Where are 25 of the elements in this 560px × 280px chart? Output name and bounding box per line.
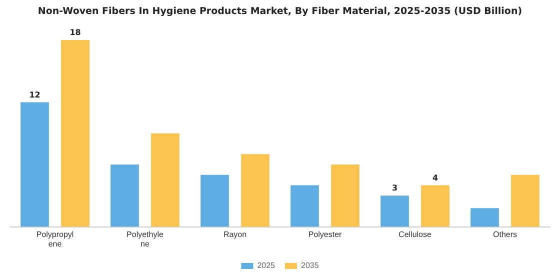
bar	[421, 185, 450, 227]
data-label: 12	[29, 90, 40, 100]
bar	[61, 40, 90, 227]
bar	[20, 102, 49, 227]
x-tick-label: Cellulose	[398, 230, 432, 239]
bar	[241, 154, 270, 227]
x-tick-label: Polypropylene	[36, 230, 74, 248]
x-tick-label: Polyethylene	[126, 230, 164, 248]
data-label: 3	[392, 184, 398, 193]
bar	[470, 208, 499, 227]
bar	[200, 174, 229, 227]
bar	[151, 133, 180, 227]
data-label: 18	[70, 28, 82, 38]
chart-title: Non-Woven Fibers In Hygiene Products Market, By Fiber Material, 2025-2035 (USD Billion)	[36, 6, 524, 17]
bar	[110, 164, 139, 227]
bar	[380, 196, 409, 227]
x-tick-label: Rayon	[223, 230, 247, 239]
bar	[331, 164, 360, 227]
bar	[511, 174, 540, 227]
data-label: 4	[432, 173, 438, 182]
bar	[290, 185, 319, 227]
x-tick-label: Polyester	[308, 230, 342, 239]
x-tick-label: Others	[492, 230, 518, 239]
legend-label: 2025	[257, 261, 276, 270]
legend-label: 2035	[301, 261, 320, 270]
